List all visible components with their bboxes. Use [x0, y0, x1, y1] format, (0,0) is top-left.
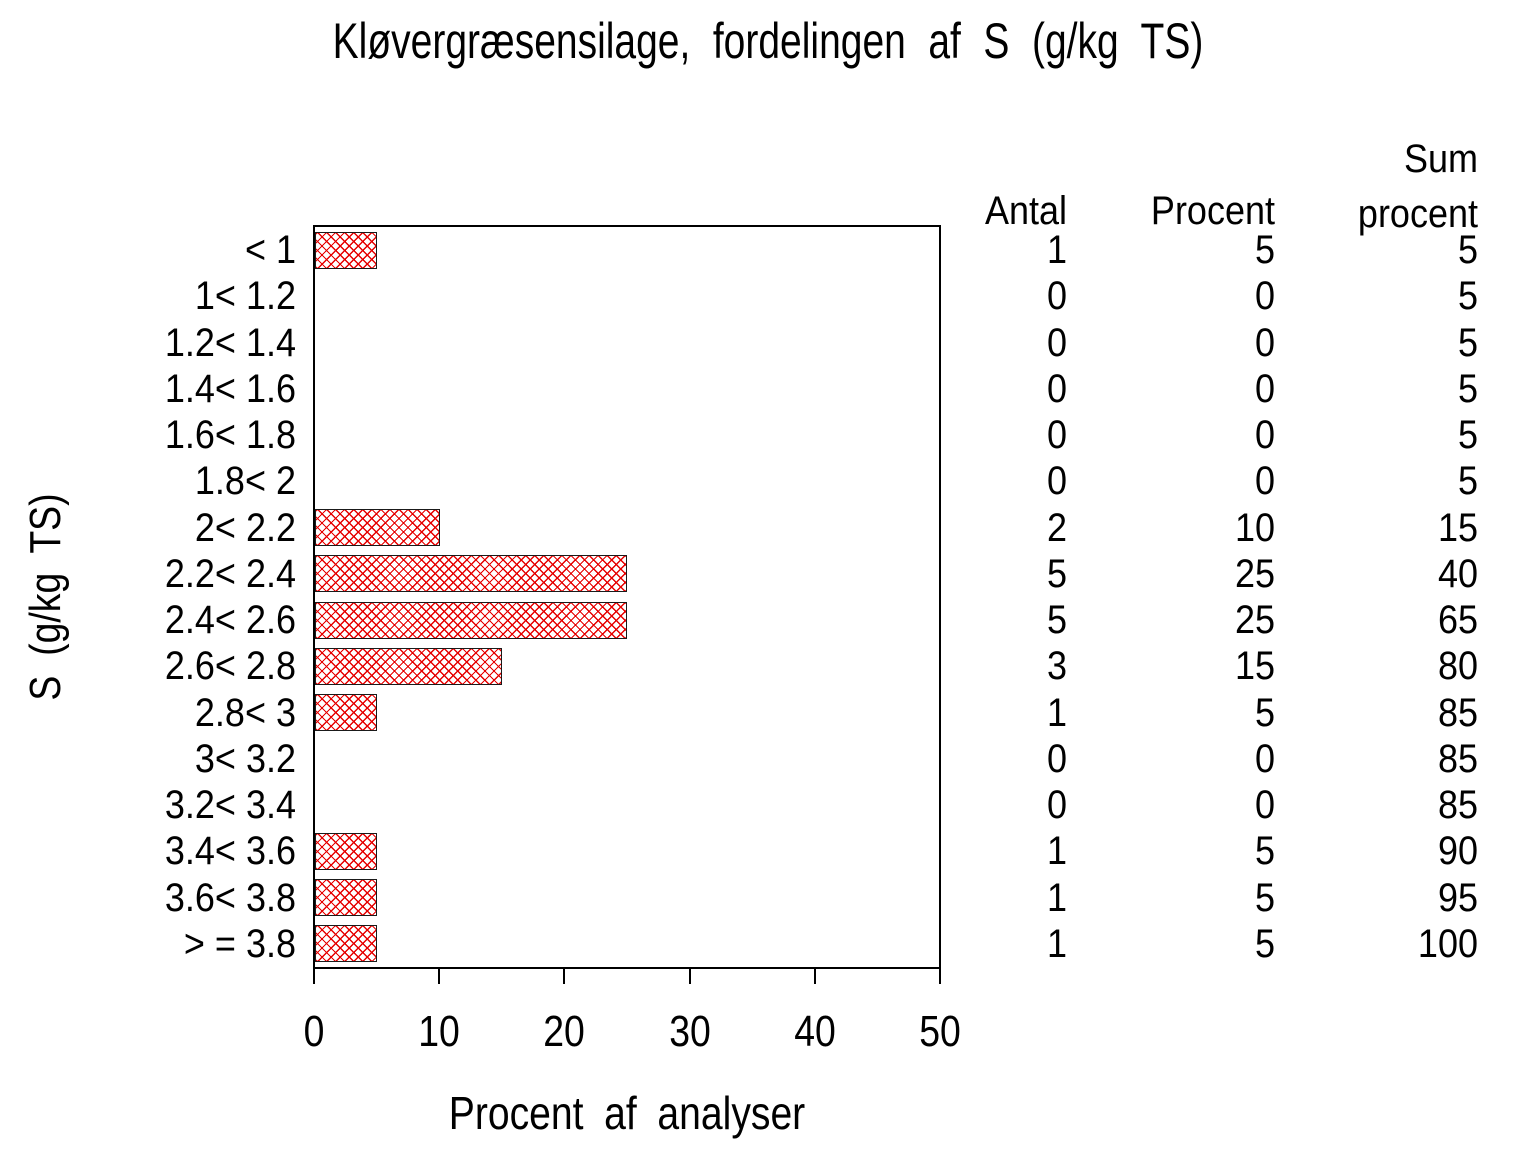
category-label: > = 3.8	[183, 921, 296, 966]
category-label: < 1	[244, 228, 296, 272]
table-cell-procent: 0	[1254, 366, 1275, 411]
table-cell-procent: 0	[1254, 274, 1275, 319]
table-cell-procent: 5	[1254, 921, 1275, 966]
x-tick-label: 30	[668, 1007, 711, 1056]
table-cell-sum-procent: 100	[1417, 921, 1478, 966]
table-cell-antal: 0	[1046, 366, 1067, 411]
table-cell-sum-procent: 90	[1437, 829, 1478, 874]
table-header-procent: Procent	[1150, 189, 1275, 233]
plot-area	[313, 225, 941, 969]
table-cell-antal: 0	[1046, 459, 1067, 504]
category-label: 3.6< 3.8	[164, 875, 296, 920]
x-tick	[688, 969, 691, 984]
category-label: 1.8< 2	[194, 459, 296, 504]
table-cell-procent: 15	[1234, 644, 1275, 689]
table-cell-antal: 0	[1046, 274, 1067, 319]
table-cell-antal: 0	[1046, 736, 1067, 781]
table-header-sum-line2: procent	[1357, 192, 1478, 236]
x-tick	[438, 969, 441, 984]
bar-2.8< 3	[315, 694, 378, 732]
table-cell-sum-procent: 65	[1437, 598, 1478, 642]
x-tick-label: 10	[418, 1007, 460, 1056]
x-tick-label: 50	[919, 1007, 961, 1056]
category-label: 1.2< 1.4	[164, 320, 296, 365]
category-label: 3.4< 3.6	[164, 829, 296, 874]
bar-< 1	[315, 231, 378, 269]
table-cell-antal: 0	[1046, 413, 1067, 457]
table-cell-antal: 5	[1046, 551, 1067, 596]
table-header-sum-procent: Sum procent	[1280, 132, 1478, 242]
table-cell-antal: 1	[1046, 875, 1067, 920]
bar-2.2< 2.4	[315, 555, 627, 593]
x-tick	[313, 969, 315, 984]
x-tick-label: 0	[303, 1007, 325, 1056]
table-header-sum-line1: Sum	[1403, 137, 1478, 181]
table-header-antal: Antal	[984, 189, 1067, 233]
table-cell-sum-procent: 5	[1457, 320, 1478, 365]
bar-> = 3.8	[315, 925, 378, 963]
table-cell-procent: 0	[1254, 459, 1275, 504]
category-label: 2.8< 3	[194, 690, 296, 735]
category-label: 3.2< 3.4	[164, 783, 296, 827]
table-cell-procent: 10	[1234, 505, 1275, 550]
bar-3.4< 3.6	[315, 832, 378, 870]
bar-2.4< 2.6	[315, 601, 627, 639]
table-cell-procent: 5	[1254, 690, 1275, 735]
table-cell-procent: 5	[1254, 829, 1275, 874]
table-cell-antal: 5	[1046, 598, 1067, 642]
x-tick-label: 20	[543, 1007, 586, 1056]
category-label: 2.6< 2.8	[164, 644, 296, 689]
table-cell-procent: 5	[1254, 228, 1275, 272]
x-tick	[813, 969, 816, 984]
x-tick-label: 40	[793, 1007, 836, 1056]
table-cell-sum-procent: 85	[1437, 736, 1478, 781]
table-cell-antal: 1	[1046, 228, 1067, 272]
table-cell-sum-procent: 5	[1457, 366, 1478, 411]
table-cell-procent: 5	[1254, 875, 1275, 920]
table-cell-antal: 3	[1046, 644, 1067, 689]
table-cell-procent: 25	[1234, 598, 1275, 642]
category-label: 2.4< 2.6	[164, 598, 296, 642]
table-cell-sum-procent: 15	[1437, 505, 1478, 550]
bar-2.6< 2.8	[315, 647, 503, 685]
table-cell-antal: 1	[1046, 690, 1067, 735]
table-cell-sum-procent: 5	[1457, 228, 1478, 272]
table-cell-sum-procent: 80	[1437, 644, 1478, 689]
table-cell-sum-procent: 5	[1457, 459, 1478, 504]
x-tick	[563, 969, 566, 984]
category-label: 1.6< 1.8	[164, 413, 296, 457]
table-cell-antal: 1	[1046, 921, 1067, 966]
table-cell-procent: 25	[1234, 551, 1275, 596]
x-axis-title: Procent af analyser	[448, 1087, 806, 1139]
table-cell-antal: 0	[1046, 783, 1067, 827]
table-cell-antal: 1	[1046, 829, 1067, 874]
category-label: 2< 2.2	[194, 505, 296, 550]
chart-title: Kløvergræsensilage, fordelingen af S (g/…	[332, 13, 1204, 69]
table-cell-procent: 0	[1254, 320, 1275, 365]
table-cell-sum-procent: 5	[1457, 413, 1478, 457]
category-label: 2.2< 2.4	[164, 551, 296, 596]
category-label: 1< 1.2	[194, 274, 296, 319]
table-cell-procent: 0	[1254, 413, 1275, 457]
table-cell-sum-procent: 40	[1437, 551, 1478, 596]
table-cell-sum-procent: 95	[1437, 875, 1478, 920]
bar-3.6< 3.8	[315, 879, 378, 917]
table-cell-sum-procent: 85	[1437, 690, 1478, 735]
table-cell-sum-procent: 5	[1457, 274, 1478, 319]
bar-2< 2.2	[315, 509, 440, 547]
table-cell-procent: 0	[1254, 736, 1275, 781]
table-cell-antal: 0	[1046, 320, 1067, 365]
category-label: 3< 3.2	[194, 736, 296, 781]
category-label: 1.4< 1.6	[164, 366, 296, 411]
table-cell-procent: 0	[1254, 783, 1275, 827]
table-cell-sum-procent: 85	[1437, 783, 1478, 827]
x-tick	[939, 969, 941, 984]
table-cell-antal: 2	[1046, 505, 1067, 550]
